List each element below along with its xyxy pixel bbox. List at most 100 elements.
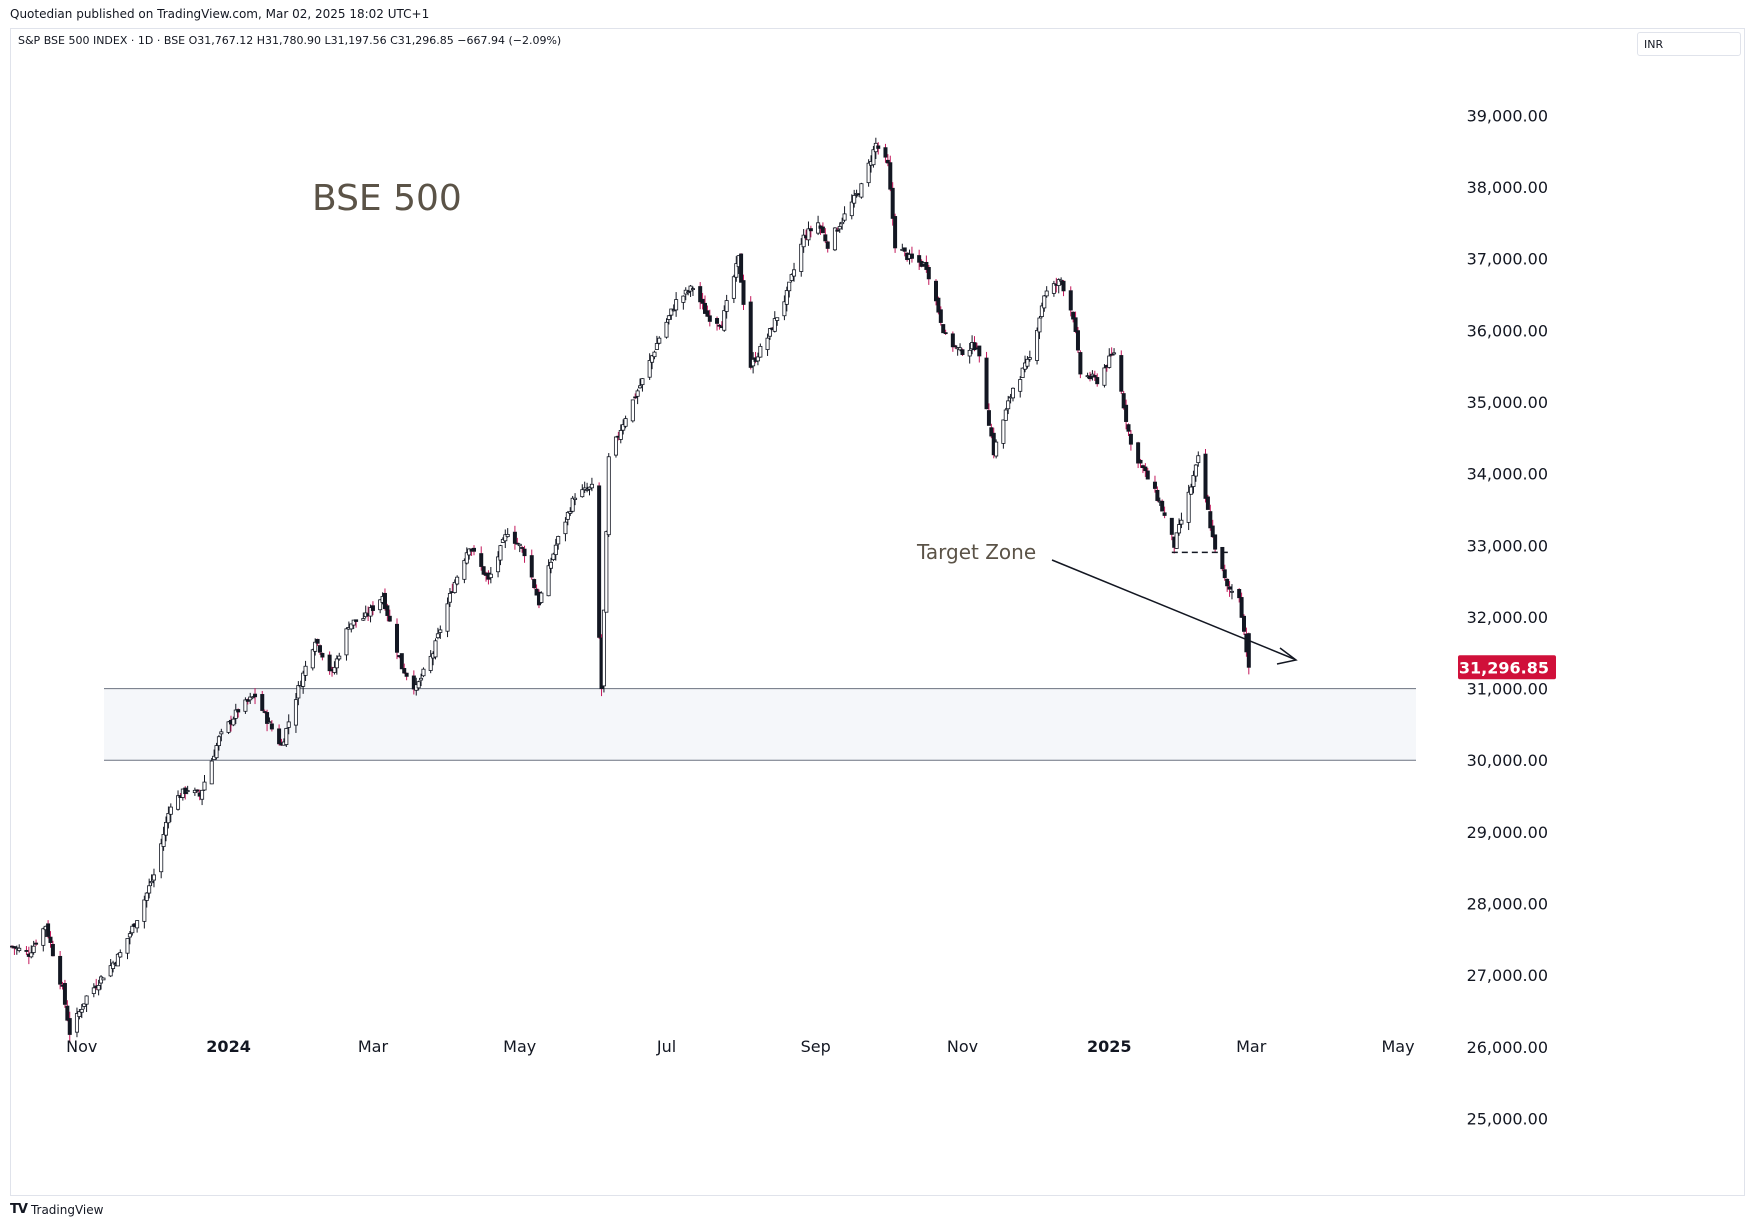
candle [313, 638, 318, 656]
candle-body [368, 607, 373, 617]
candle [837, 222, 842, 233]
candle [589, 477, 594, 492]
footer-brand[interactable]: TV TradingView [10, 1202, 103, 1217]
candle [1222, 564, 1227, 581]
candle [522, 545, 527, 563]
candle-body [532, 579, 537, 589]
candle-body [349, 623, 354, 630]
candle [1092, 370, 1097, 381]
candle [245, 698, 250, 705]
candle [866, 159, 871, 187]
candle-body [989, 427, 994, 437]
candle [724, 294, 729, 319]
candle [1186, 484, 1191, 531]
candle-body [1177, 524, 1182, 534]
candle-body [219, 731, 224, 735]
candle-body [62, 983, 67, 1005]
y-tick-label: 35,000.00 [1467, 393, 1548, 412]
last-price-label: 31,296.85 [1459, 658, 1549, 677]
candle [1037, 315, 1042, 340]
candle-body [1102, 367, 1107, 386]
candle-body [161, 834, 166, 847]
candle [885, 154, 890, 167]
y-tick-label: 38,000.00 [1467, 178, 1548, 197]
candle [890, 182, 895, 226]
candle [65, 1000, 70, 1022]
candle [435, 627, 440, 640]
candle [349, 623, 354, 633]
candle-body [1037, 317, 1042, 333]
candle-body [1208, 511, 1213, 529]
candle [166, 806, 171, 829]
candle [115, 952, 120, 967]
candle [832, 227, 837, 252]
candle-body [471, 547, 476, 552]
candle-body [515, 542, 520, 545]
candle-body [553, 544, 558, 556]
candle [248, 692, 253, 704]
candle-body [943, 332, 948, 335]
currency-selector[interactable]: INR [1637, 32, 1741, 56]
candle-body [703, 302, 708, 314]
candle [823, 228, 828, 244]
candle [108, 959, 113, 978]
candle-body [1138, 459, 1143, 464]
x-tick-label: Mar [358, 1037, 389, 1056]
candle-body [151, 874, 156, 881]
candle [597, 482, 602, 639]
candle-body [286, 721, 291, 728]
candle-body [806, 228, 811, 241]
candle [286, 714, 291, 735]
candle [320, 652, 325, 661]
candle [1213, 534, 1218, 553]
candle [428, 650, 433, 674]
candle-body [209, 760, 214, 785]
candle-body [573, 497, 578, 500]
candle [176, 790, 181, 811]
candle-body [1042, 295, 1047, 309]
candle-body [41, 928, 46, 946]
candle [917, 249, 922, 270]
candle [118, 949, 123, 958]
candle-body [168, 806, 173, 815]
candle-body [108, 965, 113, 977]
candle-body [269, 723, 274, 730]
candle-body [698, 286, 703, 303]
candle [1068, 286, 1073, 317]
candle [378, 599, 383, 614]
candle [293, 692, 298, 733]
candle-body [84, 995, 89, 1005]
candle-body [455, 576, 460, 585]
candle-body [77, 1011, 82, 1017]
candle-body [1109, 353, 1114, 356]
candle-body [370, 605, 375, 611]
candle [799, 238, 804, 277]
candle-body [837, 226, 842, 230]
candle [1246, 632, 1251, 675]
candle [1006, 395, 1011, 415]
candle [1112, 348, 1117, 356]
candle [29, 945, 34, 959]
y-tick-label: 31,000.00 [1467, 680, 1548, 699]
candle-body [854, 193, 859, 195]
candle-body [1011, 387, 1016, 399]
candle-body [1075, 330, 1080, 351]
candle-body [787, 281, 792, 292]
candle-body [734, 263, 739, 278]
candle [1088, 371, 1093, 382]
candle-body [411, 675, 416, 690]
candle-body [681, 295, 686, 303]
candle [731, 274, 736, 304]
y-tick-label: 37,000.00 [1467, 250, 1548, 269]
candle [1078, 350, 1083, 379]
candle-body [1242, 615, 1247, 632]
candle [1075, 326, 1080, 353]
candle-body [200, 789, 205, 800]
candle-body [351, 619, 356, 626]
candle [1220, 546, 1225, 572]
candle-body [924, 261, 929, 270]
candle [1011, 387, 1016, 402]
candle [715, 316, 720, 331]
candle-body [1090, 373, 1095, 377]
